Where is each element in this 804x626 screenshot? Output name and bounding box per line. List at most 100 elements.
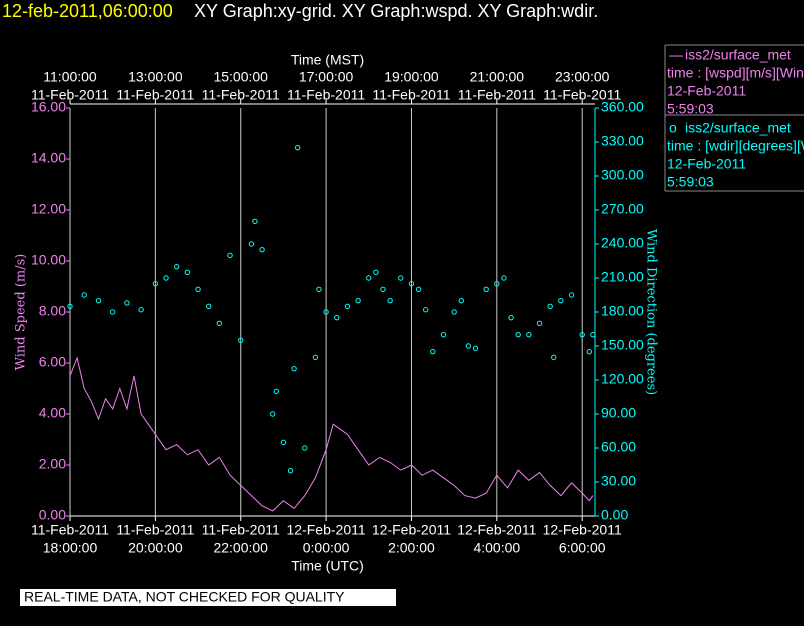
footer: REAL-TIME DATA, NOT CHECKED FOR QUALITY bbox=[24, 589, 345, 605]
wind-direction-point bbox=[451, 309, 457, 315]
y2-tick-label: 90.00 bbox=[601, 405, 636, 421]
wind-direction-point bbox=[67, 303, 73, 310]
wind-direction-point bbox=[252, 218, 258, 225]
x-tick-label: 12-Feb-2011 bbox=[372, 522, 451, 538]
wind-direction-point bbox=[302, 445, 308, 451]
wind-direction-point bbox=[526, 331, 532, 338]
wind-direction-point bbox=[238, 337, 244, 344]
wind-direction-point bbox=[95, 297, 102, 304]
wind-direction-point bbox=[551, 354, 557, 361]
wind-direction-point bbox=[270, 411, 276, 417]
y-axis-label: Wind Speed (m/s) bbox=[14, 254, 29, 371]
wind-direction-point bbox=[408, 280, 415, 287]
legend-detail: time : [wdir][degrees][W bbox=[667, 138, 804, 154]
x2-tick-label: 19:00:00 bbox=[384, 69, 439, 85]
x-tick-label: 2:00:00 bbox=[388, 540, 435, 556]
wind-direction-point bbox=[430, 348, 436, 355]
wind-direction-point bbox=[216, 320, 223, 327]
y-tick-label: 14.00 bbox=[31, 150, 66, 166]
wind-direction-point bbox=[248, 241, 255, 247]
y2-tick-label: 180.00 bbox=[601, 303, 644, 319]
wind-direction-point bbox=[501, 275, 507, 281]
y-tick-label: 2.00 bbox=[39, 456, 66, 472]
x-tick-label: 12-Feb-2011 bbox=[287, 522, 366, 538]
wind-direction-point bbox=[291, 365, 297, 372]
x2-tick-label: 11-Feb-2011 bbox=[372, 87, 450, 103]
y2-tick-label: 150.00 bbox=[601, 337, 644, 353]
wind-direction-point bbox=[558, 297, 564, 304]
y2-tick-label: 240.00 bbox=[601, 235, 644, 251]
wind-direction-point bbox=[415, 286, 422, 293]
x-tick-label: 18:00:00 bbox=[43, 540, 98, 556]
wind-direction-point bbox=[355, 297, 361, 304]
legend-detail: 5:59:03 bbox=[667, 174, 714, 190]
wind-direction-point bbox=[508, 314, 514, 321]
y2-tick-label: 0.00 bbox=[601, 507, 628, 523]
wind-direction-point bbox=[316, 286, 322, 293]
x-tick-label: 11-Feb-2011 bbox=[202, 522, 280, 538]
wind-direction-point bbox=[380, 286, 386, 293]
wind-direction-point bbox=[568, 292, 575, 298]
footer-box bbox=[20, 589, 396, 606]
y2-tick-label: 120.00 bbox=[601, 371, 644, 387]
wind-direction-point bbox=[312, 354, 319, 361]
wind-direction-point bbox=[547, 303, 553, 310]
wind-direction-point bbox=[458, 297, 464, 304]
wind-direction-point bbox=[259, 246, 265, 253]
wind-speed-line bbox=[69, 356, 594, 512]
wind-direction-point bbox=[334, 314, 340, 321]
y-tick-label: 10.00 bbox=[31, 252, 66, 268]
x-tick-label: 6:00:00 bbox=[559, 540, 606, 556]
wind-direction-point bbox=[366, 275, 372, 281]
wind-direction-point bbox=[152, 280, 159, 287]
wind-direction-point bbox=[174, 263, 180, 270]
x2-tick-label: 23:00:00 bbox=[555, 69, 610, 85]
legend-name: iss2/surface_met bbox=[685, 47, 791, 63]
x2-tick-label: 13:00:00 bbox=[128, 69, 183, 85]
wind-direction-point bbox=[579, 331, 585, 338]
x-tick-label: 0:00:00 bbox=[303, 540, 350, 556]
wind-direction-point bbox=[344, 303, 351, 310]
page-title: XY Graph:xy-grid. XY Graph:wspd. XY Grap… bbox=[194, 1, 598, 21]
legend-detail: 12-Feb-2011 bbox=[667, 156, 746, 172]
x2-tick-label: 11-Feb-2011 bbox=[116, 87, 194, 103]
x2-tick-label: 11:00:00 bbox=[43, 69, 97, 85]
wind-direction-point bbox=[373, 269, 379, 276]
legend-name: iss2/surface_met bbox=[685, 120, 791, 136]
wind-direction-point bbox=[163, 275, 169, 281]
y-tick-label: 4.00 bbox=[39, 405, 66, 421]
x2-tick-label: 17:00:00 bbox=[299, 69, 354, 85]
wind-direction-point bbox=[483, 286, 489, 293]
wind-direction-point bbox=[586, 348, 593, 355]
x-tick-label: 20:00:00 bbox=[128, 540, 183, 556]
y-tick-label: 8.00 bbox=[39, 303, 66, 319]
wind-direction-point bbox=[184, 269, 191, 276]
x2-tick-label: 11-Feb-2011 bbox=[543, 87, 621, 103]
y-tick-label: 12.00 bbox=[31, 201, 66, 217]
y2-axis-label: Wind Direction (degrees) bbox=[644, 229, 659, 395]
y2-tick-label: 300.00 bbox=[601, 167, 644, 183]
timestamp: 12-feb-2011,06:00:00 bbox=[2, 1, 173, 21]
x2-tick-label: 11-Feb-2011 bbox=[287, 87, 365, 103]
legend-marker: — bbox=[669, 47, 683, 63]
y2-tick-label: 360.00 bbox=[601, 99, 644, 115]
y2-tick-label: 60.00 bbox=[601, 439, 636, 455]
x-tick-label: 11-Feb-2011 bbox=[116, 522, 194, 538]
wind-direction-point bbox=[294, 144, 301, 151]
y2-tick-label: 330.00 bbox=[601, 133, 644, 149]
wind-direction-point bbox=[138, 307, 144, 313]
wind-direction-point bbox=[287, 467, 294, 474]
wind-direction-point bbox=[472, 345, 479, 351]
wind-direction-point bbox=[109, 309, 116, 315]
wind-direction-point bbox=[422, 307, 429, 313]
wind-direction-point bbox=[81, 292, 87, 298]
wind-direction-point bbox=[590, 331, 596, 338]
wind-direction-point bbox=[124, 300, 130, 306]
wind-direction-point bbox=[273, 388, 280, 395]
wind-direction-point bbox=[227, 252, 233, 259]
y2-tick-label: 270.00 bbox=[601, 201, 644, 217]
x-tick-label: 12-Feb-2011 bbox=[457, 522, 536, 538]
x2-tick-label: 11-Feb-2011 bbox=[458, 87, 536, 103]
